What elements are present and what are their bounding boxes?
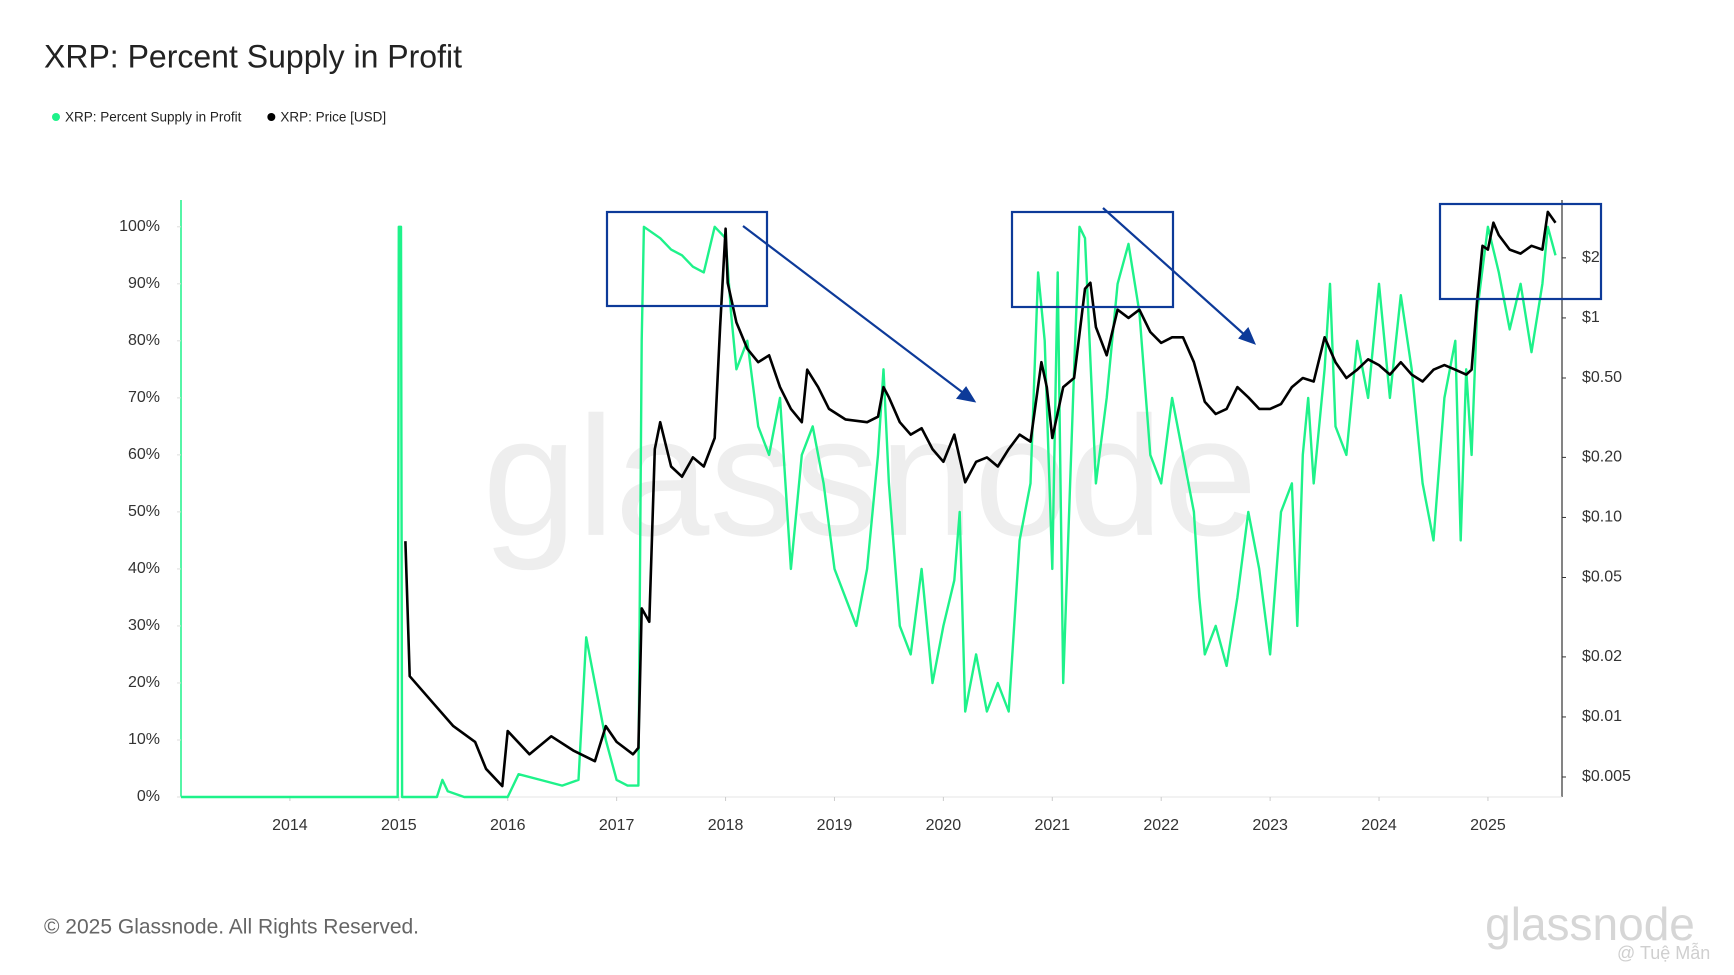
y-tick-label: 20% [128, 674, 160, 691]
legend-label: XRP: Price [USD] [280, 110, 386, 125]
x-tick-label: 2025 [1470, 817, 1506, 834]
y2-tick-label: $0.01 [1582, 708, 1622, 725]
plot-area: 0% 10% 20% 30% 40% 50% 60% 70% 80% 90% 100% $0.005 $… [119, 200, 1631, 834]
arrow-head [1238, 326, 1257, 345]
x-tick-label: 2015 [381, 817, 417, 834]
y-tick-label: 90% [128, 275, 160, 292]
x-tick-label: 2021 [1034, 817, 1070, 834]
highlight-box [1010, 210, 1175, 309]
y-tick-label: 80% [128, 332, 160, 349]
y-tick-label: 10% [128, 731, 160, 748]
x-tick-label: 2018 [708, 817, 744, 834]
x-tick-label: 2023 [1252, 817, 1288, 834]
x-tick-label: 2024 [1361, 817, 1397, 834]
arrow-head [955, 386, 977, 403]
x-tick-label: 2016 [490, 817, 526, 834]
y2-tick-label: $2 [1582, 249, 1600, 266]
logo: glassnode [1485, 898, 1695, 950]
trend-arrow [1102, 207, 1248, 338]
credit: @ Tuệ Mẫn [1617, 942, 1710, 963]
y2-tick-label: $0.20 [1582, 449, 1622, 466]
y-tick-label: 100% [119, 218, 160, 235]
x-tick-label: 2022 [1143, 817, 1179, 834]
x-tick-label: 2019 [817, 817, 853, 834]
x-tick-label: 2017 [599, 817, 635, 834]
y2-tick-label: $1 [1582, 309, 1600, 326]
legend-swatch [267, 113, 276, 121]
y2-tick-label: $0.10 [1582, 509, 1622, 526]
legend-swatch [52, 113, 60, 121]
highlight-box [605, 210, 769, 308]
chart-title: XRP: Percent Supply in Profit [44, 38, 462, 74]
legend-label: XRP: Percent Supply in Profit [65, 110, 242, 125]
y2-tick-label: $0.50 [1582, 369, 1622, 386]
x-tick-label: 2014 [272, 817, 308, 834]
x-tick-label: 2020 [926, 817, 962, 834]
y2-tick-label: $0.05 [1582, 569, 1622, 586]
series-line [181, 225, 1557, 799]
copyright: © 2025 Glassnode. All Rights Reserved. [44, 916, 419, 939]
y-tick-label: 40% [128, 560, 160, 577]
trend-arrow [742, 225, 967, 396]
y-tick-label: 70% [128, 389, 160, 406]
y2-tick-label: $0.02 [1582, 648, 1622, 665]
highlight-box [1438, 202, 1603, 301]
series-line [404, 210, 1557, 788]
legend: XRP: Percent Supply in Profit XRP: Price … [52, 110, 386, 125]
annotations [605, 202, 1603, 403]
y-tick-label: 50% [128, 503, 160, 520]
y2-tick-label: $0.005 [1582, 768, 1631, 785]
y-tick-label: 30% [128, 617, 160, 634]
y-tick-label: 0% [137, 788, 160, 805]
y-tick-label: 60% [128, 446, 160, 463]
